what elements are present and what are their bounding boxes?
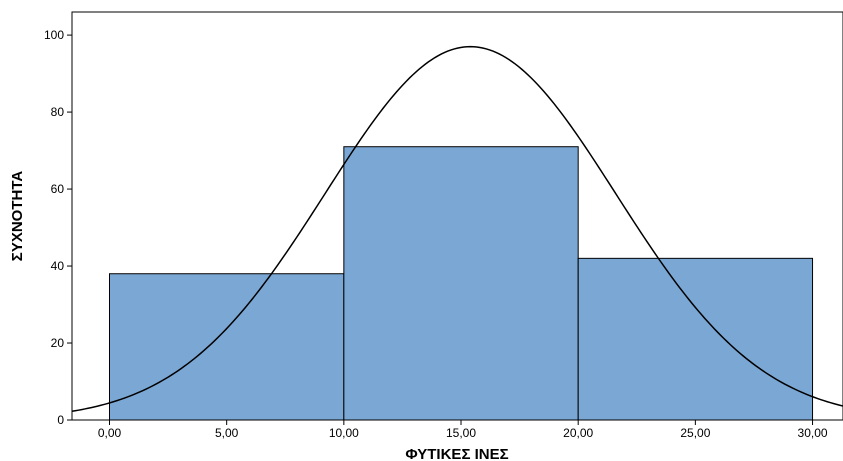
x-tick-label-1: 5,00: [215, 426, 239, 440]
y-tick-label-4: 80: [51, 105, 65, 119]
bar-1: [343, 146, 579, 421]
x-tick-label-3: 15,00: [446, 426, 476, 440]
x-axis-title: ΦΥΤΙΚΕΣ ΙΝΕΣ: [405, 446, 508, 461]
x-tick-label-4: 20,00: [563, 426, 593, 440]
x-tick-label-0: 0,00: [98, 426, 122, 440]
y-tick-label-0: 0: [57, 413, 64, 427]
x-tick-label-6: 30,00: [798, 426, 828, 440]
y-tick-label-1: 20: [51, 336, 65, 350]
y-axis-title: ΣΥΧΝΟΤΗΤΑ: [9, 171, 26, 262]
y-tick-label-5: 100: [44, 28, 64, 42]
y-tick-label-3: 60: [51, 182, 65, 196]
plot-area: 0 20 40 60 80 100 0,00 5,00 10,00 15,00 20,00 25,00…: [44, 11, 843, 440]
y-tick-label-2: 40: [51, 259, 65, 273]
bar-0: [108, 273, 345, 421]
normal-curve-line: [71, 45, 843, 413]
bar-2: [577, 257, 814, 421]
x-tick-label-2: 10,00: [329, 426, 359, 440]
x-tick-label-5: 25,00: [680, 426, 710, 440]
